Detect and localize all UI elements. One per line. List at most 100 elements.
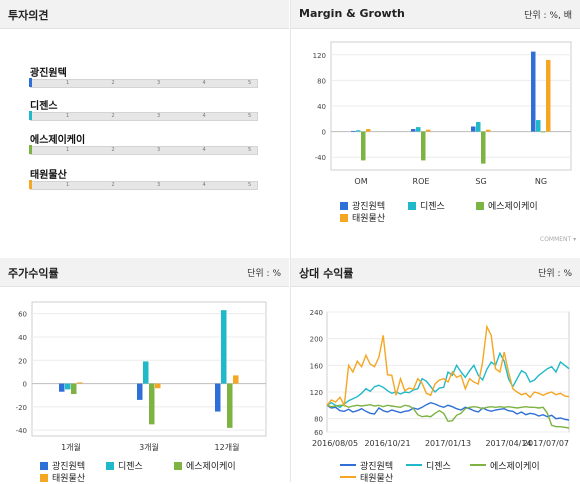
- x-tick-label: ROE: [413, 177, 430, 186]
- x-tick-label: SG: [475, 177, 486, 186]
- opinion-scale-tick: 5: [248, 182, 252, 188]
- opinion-series-marker: [29, 180, 32, 189]
- legend-item: 디젠스: [408, 199, 445, 212]
- opinion-panel-title: 투자의견: [8, 9, 49, 22]
- y-tick-label: 60: [18, 311, 27, 319]
- bar: [65, 383, 71, 390]
- legend-label: 태원물산: [352, 214, 386, 224]
- legend-label: 디젠스: [420, 202, 445, 212]
- x-tick-label: 2017/04/14: [485, 439, 531, 448]
- y-tick-label: 200: [310, 336, 323, 344]
- opinion-series-marker: [29, 78, 32, 87]
- margin-legend: 광진원텍 디젠스 에스제이케이 태원물산: [340, 199, 580, 229]
- opinion-scale-bar: [30, 146, 258, 155]
- comment-toggle[interactable]: COMMENT ▾: [540, 236, 577, 243]
- x-tick-label: 3개월: [139, 442, 159, 452]
- bar: [546, 59, 551, 132]
- bar: [77, 382, 83, 384]
- legend-item: 광진원텍: [340, 459, 393, 472]
- y-tick-label: 80: [314, 416, 323, 424]
- y-tick-label: 0: [322, 129, 326, 137]
- opinion-scale-tick: 2: [111, 147, 115, 153]
- x-tick-label: 2016/10/21: [364, 439, 410, 448]
- legend-swatch: [340, 476, 356, 478]
- legend-item: 에스제이케이: [174, 459, 236, 472]
- legend-swatch: [40, 474, 48, 482]
- opinion-company-name: 광진원텍: [30, 68, 67, 79]
- bar: [531, 51, 536, 132]
- relative-return-chart: 60 80 120 160 200 240 2016/08/05 2016/10/21 2017…: [310, 309, 570, 448]
- x-tick-label: OM: [354, 177, 367, 186]
- y-tick-label: 120: [310, 389, 323, 397]
- opinion-scale-tick: 2: [111, 113, 115, 119]
- y-tick-label: -40: [315, 154, 326, 162]
- opinion-scale-tick: 4: [202, 147, 206, 153]
- bar: [71, 383, 77, 395]
- legend-swatch: [406, 464, 422, 466]
- legend-swatch: [340, 202, 348, 210]
- y-tick-label: -20: [16, 404, 27, 412]
- opinion-scale-tick: 5: [248, 80, 252, 86]
- opinion-scale-tick: 3: [157, 80, 161, 86]
- legend-swatch: [340, 464, 356, 466]
- series-line: [326, 351, 570, 409]
- opinion-scale-tick: 3: [157, 147, 161, 153]
- bar: [227, 383, 233, 428]
- opinion-scale-tick: 1: [66, 147, 70, 153]
- y-tick-label: 80: [317, 77, 326, 85]
- y-tick-label: 40: [18, 334, 27, 342]
- opinion-scale-tick: 5: [248, 113, 252, 119]
- returns-chart: -40 -20 0 20 40 60 1개월 3개월 12개월: [16, 301, 267, 452]
- legend-label: 태원물산: [52, 474, 86, 484]
- relative-panel-title: 상대 수익률: [299, 267, 354, 280]
- returns-panel-unit: 단위 : %: [247, 269, 281, 279]
- opinion-company-name: 태원물산: [30, 170, 67, 181]
- opinion-scale-bar: [30, 79, 258, 88]
- opinion-scale-tick: 2: [111, 80, 115, 86]
- legend-item: 에스제이케이: [470, 459, 540, 472]
- legend-swatch: [476, 202, 484, 210]
- bar: [411, 129, 416, 132]
- opinion-scale-tick: 4: [202, 80, 206, 86]
- legend-label: 디젠스: [118, 462, 143, 472]
- panel-divider-vertical: [290, 0, 291, 482]
- bar: [536, 120, 541, 132]
- y-tick-label: 160: [310, 362, 323, 370]
- bar: [351, 130, 356, 132]
- x-tick-label: 2017/01/13: [425, 439, 471, 448]
- legend-label: 광진원텍: [352, 202, 386, 212]
- bar: [155, 383, 161, 389]
- legend-swatch: [40, 462, 48, 470]
- legend-item: 광진원텍: [40, 459, 85, 472]
- opinion-scale-bar: [30, 112, 258, 121]
- legend-swatch: [174, 462, 182, 470]
- bar: [143, 361, 149, 384]
- y-tick-label: 60: [314, 429, 323, 437]
- legend-item: 태원물산: [340, 471, 393, 484]
- comment-label: COMMENT: [540, 236, 572, 243]
- x-tick-label: 2016/08/05: [312, 439, 358, 448]
- bar: [366, 129, 371, 132]
- y-tick-label: -40: [16, 427, 27, 435]
- bar: [486, 129, 491, 132]
- bar: [221, 310, 227, 384]
- bar: [137, 383, 143, 400]
- y-tick-label: 40: [317, 103, 326, 111]
- x-tick-label: 12개월: [215, 442, 240, 452]
- bar: [541, 131, 546, 133]
- bar: [421, 131, 426, 161]
- opinion-company-name: 에스제이케이: [30, 135, 86, 146]
- legend-item: 태원물산: [40, 471, 85, 484]
- y-tick-label: 240: [310, 309, 323, 317]
- x-tick-label: NG: [535, 177, 547, 186]
- y-tick-label: 120: [313, 52, 326, 60]
- bar: [416, 127, 421, 132]
- opinion-scale-tick: 4: [202, 113, 206, 119]
- opinion-company-name: 디젠스: [30, 101, 58, 112]
- legend-item: 디젠스: [406, 459, 451, 472]
- bar: [233, 375, 239, 384]
- legend-label: 에스제이케이: [490, 462, 540, 472]
- opinion-scale-tick: 1: [66, 113, 70, 119]
